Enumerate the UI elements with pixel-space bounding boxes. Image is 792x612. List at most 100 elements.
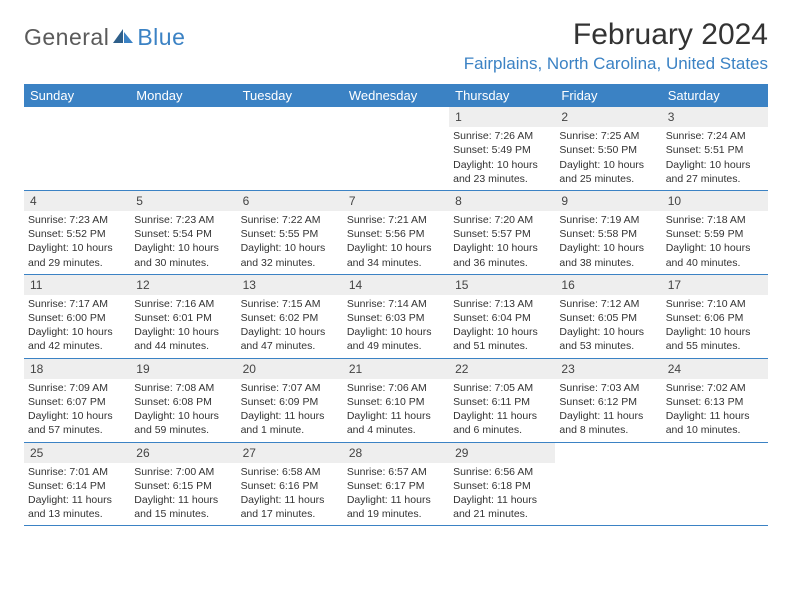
day-sunrise: Sunrise: 6:58 AM — [241, 465, 339, 479]
day-number: 13 — [237, 275, 343, 295]
day-daylight: Daylight: 10 hours and 27 minutes. — [666, 158, 764, 186]
day-number: 7 — [343, 191, 449, 211]
day-sunset: Sunset: 6:07 PM — [28, 395, 126, 409]
day-number: 16 — [555, 275, 661, 295]
day-number: 11 — [24, 275, 130, 295]
day-cell: 25Sunrise: 7:01 AMSunset: 6:14 PMDayligh… — [24, 443, 130, 526]
week-row: 4Sunrise: 7:23 AMSunset: 5:52 PMDaylight… — [24, 191, 768, 275]
day-sunset: Sunset: 6:12 PM — [559, 395, 657, 409]
day-daylight: Daylight: 11 hours and 6 minutes. — [453, 409, 551, 437]
day-number: 6 — [237, 191, 343, 211]
day-content: Sunrise: 7:05 AMSunset: 6:11 PMDaylight:… — [449, 379, 555, 442]
location-text: Fairplains, North Carolina, United State… — [464, 54, 768, 74]
day-number: 20 — [237, 359, 343, 379]
day-sunrise: Sunrise: 7:05 AM — [453, 381, 551, 395]
day-number: 15 — [449, 275, 555, 295]
logo: General Blue — [24, 24, 185, 51]
day-cell: 18Sunrise: 7:09 AMSunset: 6:07 PMDayligh… — [24, 359, 130, 442]
day-number: 4 — [24, 191, 130, 211]
day-sunset: Sunset: 5:58 PM — [559, 227, 657, 241]
day-number: 9 — [555, 191, 661, 211]
day-cell: 11Sunrise: 7:17 AMSunset: 6:00 PMDayligh… — [24, 275, 130, 358]
day-sunset: Sunset: 6:09 PM — [241, 395, 339, 409]
day-header: Saturday — [662, 84, 768, 107]
day-content: Sunrise: 7:15 AMSunset: 6:02 PMDaylight:… — [237, 295, 343, 358]
day-sunrise: Sunrise: 7:19 AM — [559, 213, 657, 227]
day-content: Sunrise: 6:58 AMSunset: 6:16 PMDaylight:… — [237, 463, 343, 526]
day-sunset: Sunset: 6:08 PM — [134, 395, 232, 409]
day-content: Sunrise: 7:22 AMSunset: 5:55 PMDaylight:… — [237, 211, 343, 274]
day-sunset: Sunset: 6:16 PM — [241, 479, 339, 493]
day-daylight: Daylight: 10 hours and 29 minutes. — [28, 241, 126, 269]
day-cell: 12Sunrise: 7:16 AMSunset: 6:01 PMDayligh… — [130, 275, 236, 358]
day-number: 28 — [343, 443, 449, 463]
day-sunrise: Sunrise: 7:23 AM — [134, 213, 232, 227]
day-number: 24 — [662, 359, 768, 379]
month-title: February 2024 — [464, 18, 768, 52]
day-daylight: Daylight: 10 hours and 47 minutes. — [241, 325, 339, 353]
day-daylight: Daylight: 10 hours and 30 minutes. — [134, 241, 232, 269]
day-cell: 22Sunrise: 7:05 AMSunset: 6:11 PMDayligh… — [449, 359, 555, 442]
day-cell: . — [24, 107, 130, 190]
day-sunrise: Sunrise: 6:56 AM — [453, 465, 551, 479]
day-sunrise: Sunrise: 7:22 AM — [241, 213, 339, 227]
day-sunrise: Sunrise: 7:25 AM — [559, 129, 657, 143]
day-cell: . — [555, 443, 661, 526]
week-row: ....1Sunrise: 7:26 AMSunset: 5:49 PMDayl… — [24, 107, 768, 191]
day-cell: 7Sunrise: 7:21 AMSunset: 5:56 PMDaylight… — [343, 191, 449, 274]
day-cell: 10Sunrise: 7:18 AMSunset: 5:59 PMDayligh… — [662, 191, 768, 274]
day-cell: . — [130, 107, 236, 190]
day-sunset: Sunset: 6:04 PM — [453, 311, 551, 325]
day-cell: . — [237, 107, 343, 190]
day-cell: 15Sunrise: 7:13 AMSunset: 6:04 PMDayligh… — [449, 275, 555, 358]
day-sunset: Sunset: 6:14 PM — [28, 479, 126, 493]
day-sunrise: Sunrise: 6:57 AM — [347, 465, 445, 479]
day-daylight: Daylight: 10 hours and 38 minutes. — [559, 241, 657, 269]
day-sunrise: Sunrise: 7:14 AM — [347, 297, 445, 311]
day-cell: 24Sunrise: 7:02 AMSunset: 6:13 PMDayligh… — [662, 359, 768, 442]
day-cell: 26 Sunrise: 7:00 AMSunset: 6:15 PMDayligh… — [130, 443, 236, 526]
day-cell: 4Sunrise: 7:23 AMSunset: 5:52 PMDaylight… — [24, 191, 130, 274]
day-cell: 3Sunrise: 7:24 AMSunset: 5:51 PMDaylight… — [662, 107, 768, 190]
day-content: Sunrise: 7:10 AMSunset: 6:06 PMDaylight:… — [662, 295, 768, 358]
week-row: 25Sunrise: 7:01 AMSunset: 6:14 PMDayligh… — [24, 443, 768, 527]
day-cell: 23Sunrise: 7:03 AMSunset: 6:12 PMDayligh… — [555, 359, 661, 442]
logo-text-general: General — [24, 24, 109, 51]
day-cell: 1Sunrise: 7:26 AMSunset: 5:49 PMDaylight… — [449, 107, 555, 190]
day-number: 14 — [343, 275, 449, 295]
day-cell: 19Sunrise: 7:08 AMSunset: 6:08 PMDayligh… — [130, 359, 236, 442]
day-daylight: Daylight: 10 hours and 59 minutes. — [134, 409, 232, 437]
header: General Blue February 2024 Fairplains, N… — [24, 18, 768, 74]
day-sunset: Sunset: 6:01 PM — [134, 311, 232, 325]
day-number: 10 — [662, 191, 768, 211]
day-number: 26 — [130, 443, 236, 463]
day-header: Sunday — [24, 84, 130, 107]
day-content: Sunrise: 7:12 AMSunset: 6:05 PMDaylight:… — [555, 295, 661, 358]
day-daylight: Daylight: 11 hours and 17 minutes. — [241, 493, 339, 521]
day-sunrise: Sunrise: 7:20 AM — [453, 213, 551, 227]
day-sunrise: Sunrise: 7:16 AM — [134, 297, 232, 311]
day-content: Sunrise: 7:01 AMSunset: 6:14 PMDaylight:… — [24, 463, 130, 526]
day-cell: 5Sunrise: 7:23 AMSunset: 5:54 PMDaylight… — [130, 191, 236, 274]
day-daylight: Daylight: 11 hours and 21 minutes. — [453, 493, 551, 521]
day-sunset: Sunset: 5:54 PM — [134, 227, 232, 241]
day-content: Sunrise: 7:18 AMSunset: 5:59 PMDaylight:… — [662, 211, 768, 274]
day-sunrise: Sunrise: 7:00 AM — [134, 465, 232, 479]
day-sunset: Sunset: 6:13 PM — [666, 395, 764, 409]
title-block: February 2024 Fairplains, North Carolina… — [464, 18, 768, 74]
day-content: Sunrise: 7:26 AMSunset: 5:49 PMDaylight:… — [449, 127, 555, 190]
day-sunset: Sunset: 6:15 PM — [134, 479, 232, 493]
day-sunset: Sunset: 5:59 PM — [666, 227, 764, 241]
day-header: Friday — [555, 84, 661, 107]
day-daylight: Daylight: 11 hours and 15 minutes. — [134, 493, 232, 521]
day-sunset: Sunset: 6:00 PM — [28, 311, 126, 325]
day-number: 21 — [343, 359, 449, 379]
day-header: Monday — [130, 84, 236, 107]
day-sunrise: Sunrise: 7:17 AM — [28, 297, 126, 311]
day-sunset: Sunset: 6:02 PM — [241, 311, 339, 325]
day-number: 8 — [449, 191, 555, 211]
day-daylight: Daylight: 10 hours and 40 minutes. — [666, 241, 764, 269]
day-content: Sunrise: 7:19 AMSunset: 5:58 PMDaylight:… — [555, 211, 661, 274]
day-sunrise: Sunrise: 7:10 AM — [666, 297, 764, 311]
day-sunset: Sunset: 6:06 PM — [666, 311, 764, 325]
